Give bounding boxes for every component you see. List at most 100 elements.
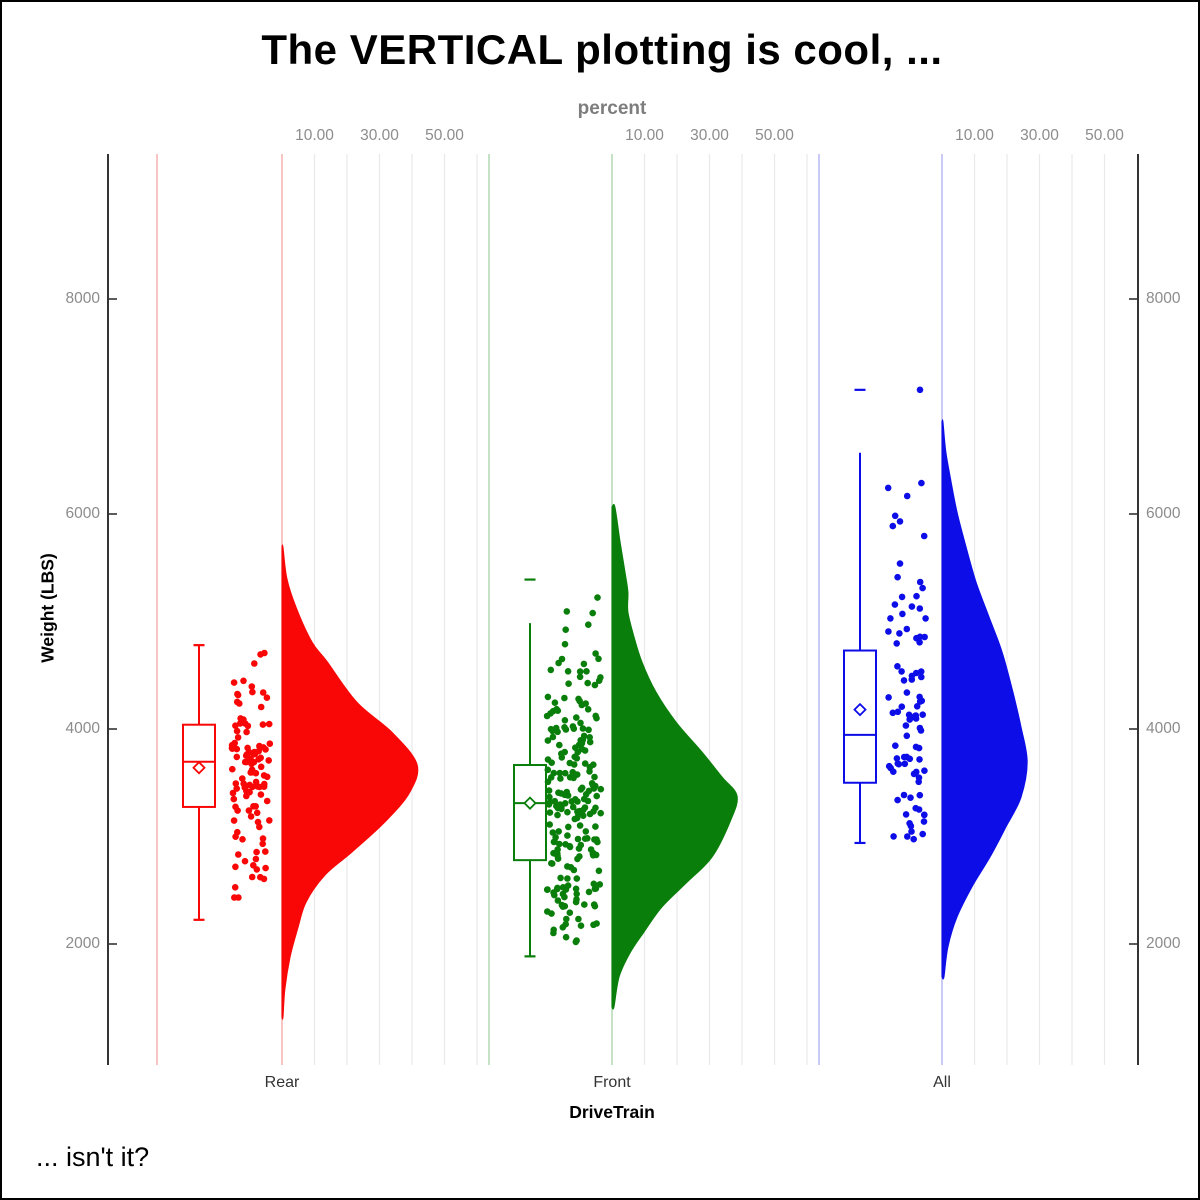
data-point	[230, 795, 238, 803]
data-point	[890, 768, 897, 775]
data-point	[884, 484, 892, 492]
violin-rear	[281, 544, 419, 1020]
data-point	[256, 783, 263, 791]
data-point	[891, 601, 899, 608]
data-point	[578, 740, 586, 747]
data-point	[564, 832, 571, 839]
data-point	[903, 689, 911, 696]
data-point	[901, 760, 909, 768]
data-point	[564, 882, 572, 889]
data-point	[900, 753, 908, 761]
data-point	[586, 734, 593, 741]
data-point	[902, 722, 910, 729]
violin-all	[941, 419, 1028, 980]
data-point	[591, 681, 599, 689]
data-point	[232, 780, 240, 787]
data-point	[592, 823, 599, 830]
data-point	[583, 668, 590, 675]
data-point	[549, 733, 557, 741]
data-point	[576, 697, 583, 705]
data-point	[239, 775, 246, 782]
data-point	[247, 813, 255, 820]
data-point	[575, 845, 583, 852]
mean-diamond	[853, 702, 867, 717]
data-point	[920, 532, 928, 540]
data-point	[248, 873, 256, 881]
data-point	[894, 573, 901, 581]
data-point	[550, 769, 558, 777]
jitter-points	[228, 386, 929, 946]
data-point	[885, 628, 892, 635]
data-point	[552, 834, 559, 841]
data-point	[561, 769, 569, 777]
data-point	[229, 765, 236, 773]
data-point	[906, 714, 914, 722]
data-point	[564, 808, 571, 816]
box-plot-all	[843, 388, 877, 845]
data-point	[900, 791, 908, 799]
data-point	[561, 800, 569, 807]
data-point	[912, 743, 920, 751]
data-point	[544, 908, 551, 915]
data-point	[902, 811, 910, 818]
data-point	[597, 785, 605, 793]
data-point	[894, 796, 901, 804]
data-point	[252, 855, 260, 863]
data-point	[556, 801, 564, 808]
data-point	[916, 791, 924, 799]
data-point	[237, 715, 244, 722]
data-point	[592, 650, 599, 657]
data-point	[920, 818, 928, 825]
data-point	[232, 803, 239, 811]
box-iqr	[843, 649, 877, 784]
data-point	[253, 848, 260, 856]
data-point	[550, 926, 557, 934]
data-point	[910, 835, 917, 843]
data-point	[595, 677, 603, 684]
data-point	[581, 901, 588, 908]
data-point	[896, 560, 904, 567]
data-point	[589, 850, 597, 857]
data-point	[593, 836, 600, 843]
data-point	[580, 795, 588, 803]
data-point	[234, 734, 242, 741]
data-point	[547, 666, 555, 674]
data-point	[259, 835, 267, 842]
data-point	[235, 851, 242, 858]
data-point	[908, 603, 916, 610]
data-point	[916, 633, 924, 641]
data-point	[243, 758, 250, 766]
data-point	[906, 755, 914, 763]
data-point	[922, 615, 929, 622]
data-point	[585, 726, 592, 734]
box-plots	[182, 388, 877, 958]
data-point	[908, 672, 916, 680]
data-point	[546, 809, 554, 816]
data-point	[547, 725, 555, 733]
data-point	[577, 922, 585, 929]
data-point	[919, 584, 926, 592]
data-point	[913, 703, 921, 710]
data-point	[568, 798, 575, 805]
data-point	[249, 783, 256, 791]
data-point	[573, 896, 580, 903]
data-point	[245, 807, 253, 814]
box-plot-front	[513, 578, 547, 958]
data-point	[257, 651, 264, 658]
data-point	[548, 860, 556, 867]
data-point	[556, 769, 564, 777]
box-plot-rear	[182, 644, 216, 921]
data-point	[584, 679, 591, 687]
data-point	[240, 677, 247, 685]
data-point	[591, 902, 599, 910]
data-point	[906, 820, 913, 827]
data-point	[545, 801, 553, 808]
data-point	[256, 742, 263, 750]
data-point	[565, 823, 572, 831]
data-point	[889, 522, 897, 530]
data-point	[916, 605, 924, 612]
data-point	[586, 738, 594, 746]
data-point	[265, 757, 273, 764]
